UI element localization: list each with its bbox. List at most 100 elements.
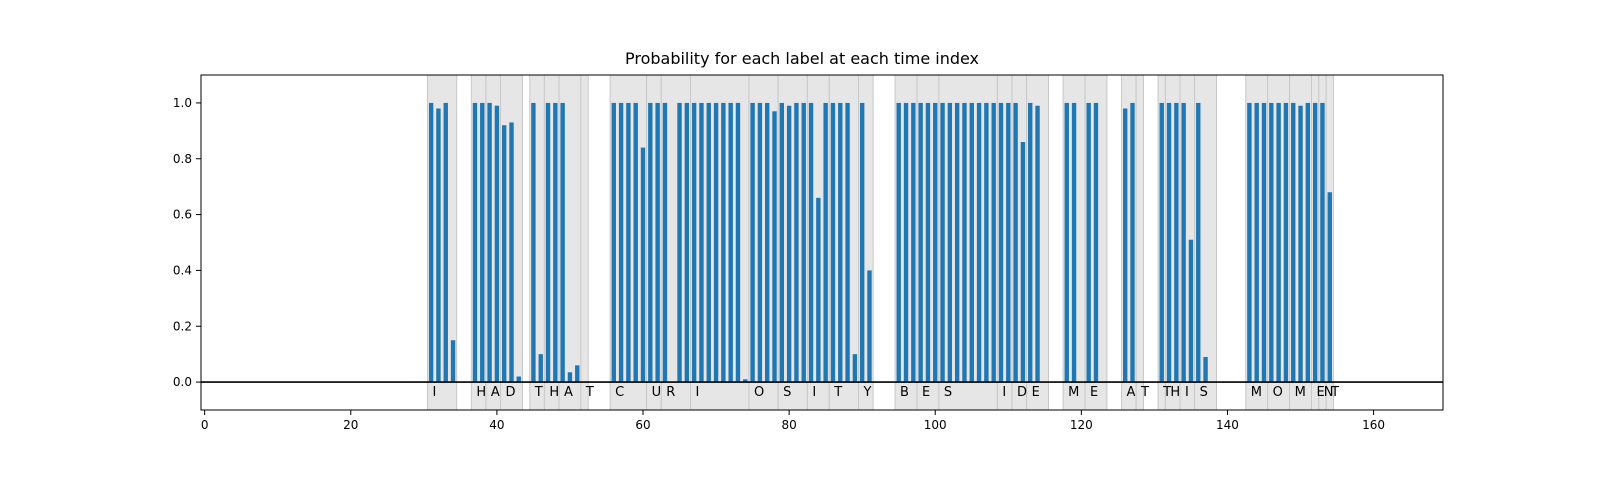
bar-32 [436, 108, 441, 383]
bar-48 [553, 102, 558, 383]
segment-label-9: U [652, 385, 662, 400]
bar-63 [662, 102, 668, 383]
bar-78 [772, 111, 777, 383]
segment-label-2: A [491, 385, 500, 400]
bar-79 [779, 102, 785, 383]
bar-38 [480, 102, 485, 383]
bar-112 [1020, 142, 1026, 383]
segment-label-19: S [944, 385, 952, 400]
segment-label-21: D [1017, 385, 1027, 400]
segment-label-36: T [1330, 385, 1339, 400]
bar-146 [1269, 102, 1274, 383]
bar-85 [823, 102, 828, 383]
y-tick-label-4: 0.8 [173, 152, 192, 166]
bar-41 [502, 125, 507, 383]
segment-label-4: T [534, 385, 543, 400]
bar-34 [450, 340, 456, 383]
segment-26 [1135, 74, 1144, 411]
segment-label-13: S [783, 385, 791, 400]
bar-119 [1071, 102, 1077, 383]
bar-76 [757, 102, 763, 383]
bar-62 [655, 102, 660, 383]
bar-131 [1159, 102, 1164, 383]
bar-88 [845, 102, 850, 383]
bar-56 [611, 102, 616, 383]
bar-137 [1203, 356, 1208, 383]
bar-151 [1305, 102, 1311, 383]
bar-133 [1174, 102, 1179, 383]
bar-136 [1196, 102, 1201, 383]
bar-100 [933, 102, 938, 383]
bar-72 [728, 102, 733, 383]
bar-66 [684, 102, 690, 383]
bar-107 [984, 102, 989, 383]
y-tick-label-5: 1.0 [173, 96, 192, 110]
bar-89 [852, 354, 858, 383]
bar-60 [640, 147, 646, 383]
bar-148 [1283, 102, 1289, 383]
bar-84 [816, 197, 821, 383]
bar-46 [538, 354, 543, 383]
segment-label-26: T [1140, 385, 1149, 400]
bar-143 [1247, 102, 1252, 383]
bar-96 [903, 102, 909, 383]
bar-69 [706, 102, 711, 383]
y-axis: 0.0 0.2 0.4 0.6 0.8 1.0 [173, 96, 201, 389]
segment-label-8: C [615, 385, 624, 400]
segment-label-7: T [585, 385, 594, 400]
segment-label-11: I [695, 385, 699, 400]
segment-label-34: E [1316, 385, 1324, 400]
segment-label-17: B [900, 385, 909, 400]
bar-49 [560, 102, 565, 383]
chart-title: Probability for each label at each time … [625, 49, 979, 68]
bar-58 [626, 102, 631, 383]
x-tick-label-0: 0 [201, 418, 209, 432]
probability-bars [428, 102, 1332, 383]
bar-86 [830, 102, 836, 383]
bar-113 [1028, 102, 1033, 383]
bar-149 [1291, 102, 1296, 383]
x-tick-label-60: 60 [635, 418, 650, 432]
bar-110 [1006, 102, 1011, 383]
segment-label-18: E [922, 385, 930, 400]
segment-label-6: A [564, 385, 573, 400]
bar-75 [750, 102, 755, 383]
segment-label-32: O [1273, 385, 1283, 400]
bar-77 [765, 102, 770, 383]
bar-45 [531, 102, 536, 383]
x-tick-label-120: 120 [1070, 418, 1093, 432]
segment-label-35: N [1324, 385, 1334, 400]
bar-71 [721, 102, 726, 383]
bar-121 [1086, 102, 1091, 383]
segment-label-25: A [1127, 385, 1136, 400]
y-tick-label-0: 0.0 [173, 375, 192, 389]
bar-68 [699, 102, 704, 383]
bar-114 [1035, 105, 1040, 383]
x-tick-label-80: 80 [781, 418, 796, 432]
y-tick-label-1: 0.2 [173, 319, 192, 333]
segment-label-3: D [506, 385, 516, 400]
bar-40 [494, 105, 500, 383]
segment-label-0: I [432, 385, 436, 400]
bar-104 [962, 102, 967, 383]
bar-97 [911, 102, 916, 383]
x-tick-label-20: 20 [343, 418, 358, 432]
bar-31 [428, 102, 434, 383]
bar-80 [786, 105, 792, 383]
bar-82 [801, 102, 806, 383]
bar-47 [545, 102, 551, 383]
bar-73 [735, 102, 741, 383]
segment-label-10: R [666, 385, 675, 400]
segment-label-1: H [476, 385, 486, 400]
bar-59 [633, 102, 638, 383]
bar-43 [516, 376, 521, 383]
bar-87 [838, 102, 843, 383]
bar-134 [1181, 102, 1186, 383]
bar-102 [947, 102, 953, 383]
bar-127 [1130, 102, 1135, 383]
bar-105 [969, 102, 974, 383]
bar-50 [567, 372, 573, 383]
segment-label-33: M [1295, 385, 1306, 400]
bar-122 [1093, 102, 1099, 383]
segment-label-20: I [1002, 385, 1006, 400]
